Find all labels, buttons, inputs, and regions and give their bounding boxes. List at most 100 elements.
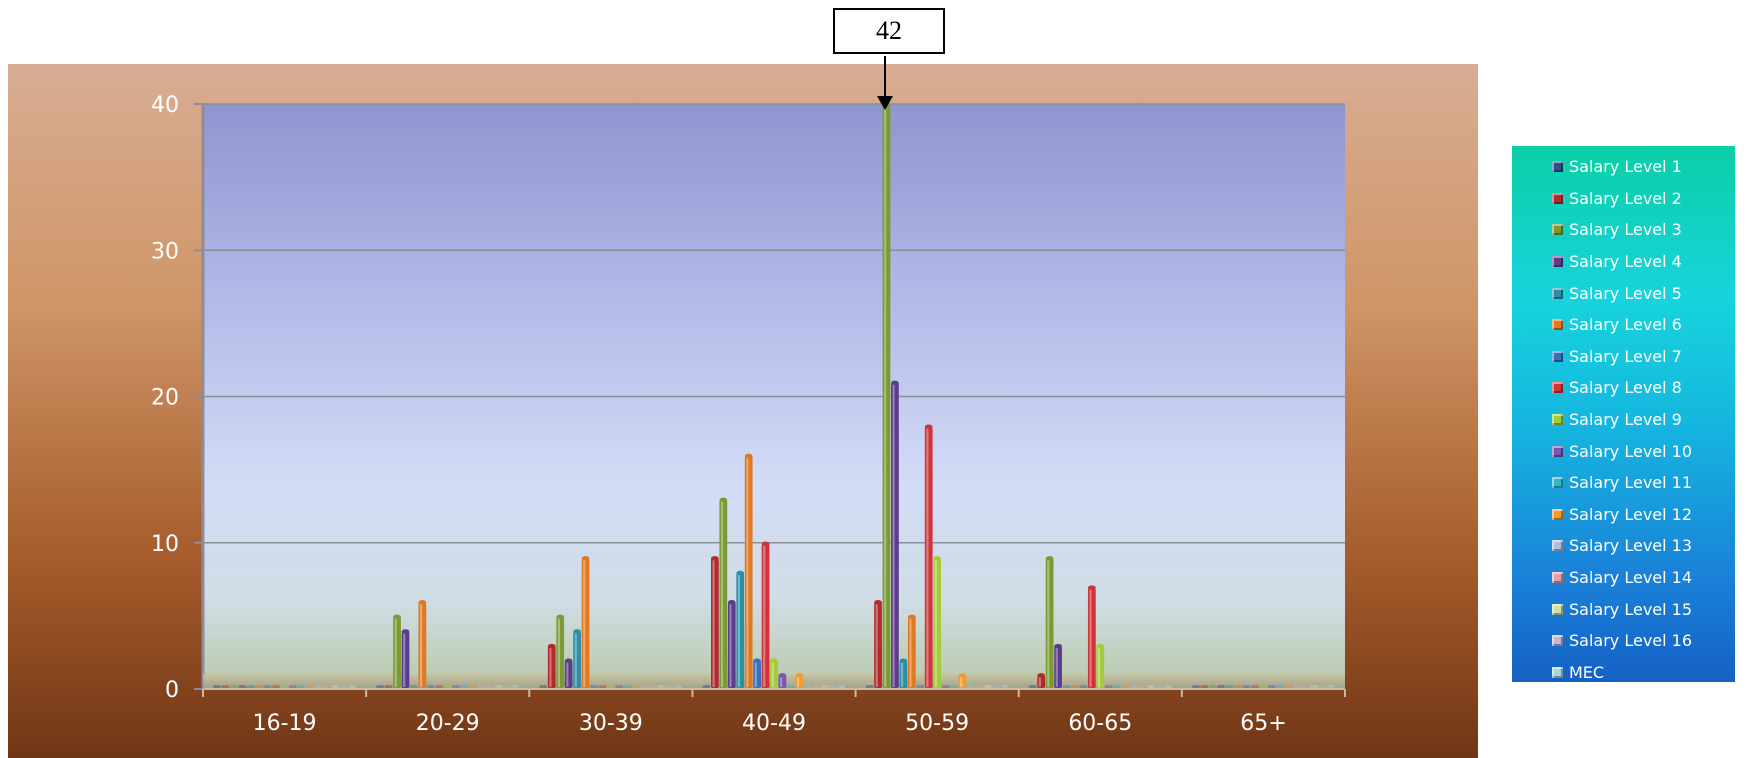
- callout-box: 42: [833, 8, 945, 54]
- bar: [744, 455, 753, 689]
- legend-label: Salary Level 10: [1569, 441, 1693, 461]
- bar-cap: [907, 614, 916, 620]
- bar-cap: [547, 643, 556, 649]
- bar-highlight: [737, 574, 741, 687]
- bar: [547, 645, 556, 689]
- bar-highlight: [900, 661, 904, 687]
- bar: [753, 659, 761, 689]
- bar-highlight: [712, 559, 715, 687]
- bar: [761, 542, 770, 689]
- legend: Salary Level 1 Salary Level 2 Salary Level…: [1512, 146, 1735, 682]
- callout-label: 42: [876, 16, 902, 45]
- legend-item: Salary Level 2: [1512, 183, 1735, 215]
- bar-cap: [795, 673, 804, 678]
- bar: [958, 674, 967, 689]
- legend-label: Salary Level 14: [1569, 568, 1693, 588]
- bar: [727, 601, 736, 689]
- bar: [711, 557, 719, 689]
- bar-cap: [573, 629, 581, 634]
- x-tick-label: 60-65: [1068, 711, 1132, 736]
- bar-highlight: [771, 661, 774, 687]
- bar-highlight: [574, 632, 577, 687]
- legend-item: Salary Level 15: [1512, 593, 1735, 625]
- legend-swatch: [1552, 445, 1563, 457]
- legend-swatch: [1552, 350, 1563, 362]
- bar-cap: [1096, 643, 1105, 649]
- bar-highlight: [566, 661, 569, 687]
- bar-cap: [1054, 643, 1062, 649]
- legend-item: Salary Level 8: [1512, 372, 1735, 404]
- legend-item: Salary Level 16: [1512, 625, 1735, 657]
- bar: [778, 674, 787, 689]
- bar-highlight: [720, 500, 724, 687]
- legend-swatch: [1552, 256, 1563, 268]
- bar: [581, 557, 590, 689]
- bar: [1087, 586, 1096, 689]
- y-tick-label: 20: [151, 386, 179, 411]
- x-tick-label: 65+: [1240, 711, 1286, 736]
- bar-highlight: [1055, 647, 1058, 687]
- legend-label: Salary Level 12: [1569, 504, 1693, 524]
- legend-item: Salary Level 9: [1512, 404, 1735, 436]
- bar-cap: [933, 556, 942, 561]
- y-tick-label: 10: [151, 532, 179, 557]
- bar: [719, 498, 728, 689]
- legend-swatch: [1552, 540, 1563, 552]
- bar-highlight: [875, 603, 878, 687]
- y-tick-label: 0: [165, 678, 179, 703]
- bar: [556, 615, 565, 689]
- legend-swatch: [1552, 603, 1563, 615]
- legend-item: Salary Level 10: [1512, 435, 1735, 467]
- bar: [907, 615, 916, 689]
- legend-item: Salary Level 4: [1512, 246, 1735, 278]
- bar-highlight: [960, 676, 963, 687]
- legend-swatch: [1552, 224, 1563, 236]
- bar-cap: [418, 600, 427, 605]
- x-tick-label: 20-29: [416, 711, 480, 736]
- bar-cap: [564, 658, 573, 663]
- bar: [874, 601, 882, 689]
- bar-highlight: [780, 676, 783, 687]
- legend-swatch: [1552, 572, 1563, 584]
- bar-cap: [727, 600, 736, 605]
- bar-highlight: [403, 632, 406, 687]
- bar-highlight: [1038, 676, 1041, 687]
- legend-item: Salary Level 5: [1512, 277, 1735, 309]
- legend-item: Salary Level 1: [1512, 151, 1735, 183]
- bar: [795, 674, 804, 689]
- x-tick-label: 40-49: [742, 711, 806, 736]
- bar: [1037, 674, 1046, 689]
- bar-cap: [556, 614, 565, 620]
- bar-highlight: [419, 603, 423, 687]
- bar-cap: [711, 556, 719, 561]
- legend-swatch: [1552, 666, 1563, 678]
- bar-highlight: [549, 647, 552, 687]
- legend-swatch: [1552, 382, 1563, 394]
- axes: 0 10 20 30 40 16-19 20-29 30-39 40-49 50-59 60-65 6…: [151, 93, 1346, 736]
- x-tick-label: 30-39: [579, 711, 643, 736]
- bar-cap: [393, 614, 401, 620]
- bar: [770, 659, 778, 689]
- legend-label: MEC: [1569, 662, 1605, 682]
- bar: [882, 104, 891, 689]
- bar-highlight: [1047, 559, 1050, 687]
- y-tick-label: 30: [151, 239, 179, 264]
- bar-cap: [753, 658, 761, 663]
- bar-highlight: [729, 603, 732, 687]
- bar: [401, 630, 410, 689]
- bar-highlight: [746, 457, 749, 687]
- bar: [1045, 557, 1054, 689]
- legend-label: Salary Level 11: [1569, 473, 1693, 493]
- legend-label: Salary Level 1: [1569, 157, 1682, 177]
- bar-highlight: [926, 427, 929, 687]
- bar-cap: [1037, 673, 1046, 678]
- bar-cap: [719, 497, 728, 503]
- bar-cap: [770, 658, 778, 663]
- bar-cap: [899, 658, 908, 663]
- bar-cap: [736, 570, 745, 576]
- legend-item: Salary Level 13: [1512, 530, 1735, 562]
- bar: [393, 615, 401, 689]
- legend-item: Salary Level 3: [1512, 214, 1735, 246]
- legend-label: Salary Level 9: [1569, 410, 1682, 430]
